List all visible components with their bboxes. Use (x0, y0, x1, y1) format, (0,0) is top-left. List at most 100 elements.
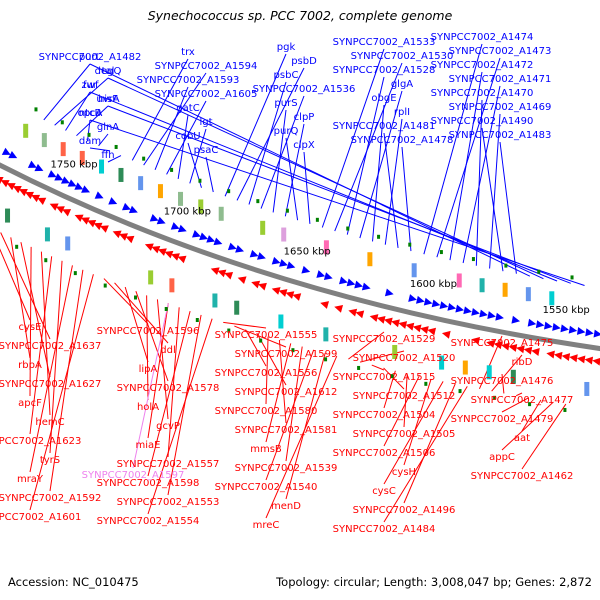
gene-leader-line (245, 329, 267, 367)
reverse-gene-arrow (592, 358, 600, 366)
reverse-gene-arrow (471, 336, 481, 345)
forward-gene-arrow (213, 237, 223, 246)
forward-gene-arrow (339, 276, 348, 285)
gene-label: appC (489, 452, 515, 463)
gene-label: SYNPCC7002_A1484 (333, 524, 436, 535)
forward-gene-arrow (128, 205, 138, 214)
forward-gene-arrow (192, 229, 201, 238)
cog-color-block-outer (198, 199, 204, 214)
gene-leader-line (383, 386, 468, 523)
gene-label: psbC (274, 70, 299, 81)
gene-label: pgk (277, 42, 296, 53)
marker-inner (44, 258, 48, 263)
gene-leader-line (43, 63, 91, 121)
marker-inner (164, 306, 168, 311)
forward-gene-arrow (108, 197, 118, 205)
gene-label: SYNPCC7002_A1473 (449, 46, 552, 57)
marker-inner (134, 295, 138, 300)
accession-text: Accession: NC_010475 (8, 575, 139, 589)
marker-outer (504, 263, 508, 268)
gene-label: holA (137, 402, 159, 413)
gene-leader-line (521, 403, 567, 470)
marker-inner (227, 328, 231, 333)
gene-label: lgt (199, 117, 212, 128)
gene-leader-line (384, 118, 403, 245)
cog-color-block-inner (486, 365, 492, 380)
reverse-gene-arrow (62, 209, 72, 217)
gene-label: SYNPCC7002_A1605 (155, 89, 258, 100)
genome-backbone (0, 162, 600, 352)
gene-leader-line (278, 339, 287, 424)
gene-label: opcA (78, 108, 103, 119)
gene-label: SYNPCC7002_A1512 (353, 391, 456, 402)
marker-outer (142, 156, 146, 161)
marker-inner (528, 402, 532, 407)
marker-inner (493, 395, 497, 400)
gene-leader-line (272, 109, 287, 213)
reverse-gene-arrow (25, 191, 34, 200)
gene-leader-line (334, 62, 403, 232)
forward-gene-arrow (544, 321, 553, 330)
cog-color-block-inner (510, 369, 516, 384)
gene-label: SYNPCC7002_A1496 (353, 505, 456, 516)
marker-outer (256, 199, 260, 204)
gene-leader-line (135, 291, 169, 382)
gene-leader-line (401, 146, 412, 252)
gene-leader-line (89, 147, 110, 152)
marker-outer (439, 250, 443, 255)
gene-leader-line (98, 133, 109, 147)
gene-label: SYNPCC7002_A1598 (97, 478, 200, 489)
forward-gene-arrow (568, 325, 578, 334)
genome-title: Synechococcus sp. PCC 7002, complete gen… (147, 8, 453, 23)
reverse-gene-arrow (87, 220, 97, 228)
reverse-gene-arrow (420, 326, 429, 334)
reverse-gene-arrow (576, 355, 586, 364)
gene-leader-line (403, 378, 432, 466)
cog-color-block-inner (439, 355, 445, 370)
gene-label: SYNPCC7002_A1475 (451, 338, 554, 349)
gene-label: gatC (176, 103, 199, 114)
reverse-gene-arrow (508, 344, 518, 352)
reverse-gene-arrow (405, 322, 415, 331)
gene-leader-line (475, 99, 483, 266)
gene-leader-line (449, 71, 483, 261)
gene-leader-line (54, 77, 109, 126)
reverse-gene-arrow (151, 245, 161, 254)
marker-outer (408, 242, 412, 247)
gene-label: SYNPCC7002_A1592 (0, 493, 101, 504)
gene-leader-line (166, 100, 207, 175)
gene-label: SYNPCC7002_A1481 (333, 121, 436, 132)
reverse-gene-arrow (6, 183, 16, 191)
gene-leader-line (147, 303, 169, 439)
reverse-gene-arrow (144, 243, 154, 251)
forward-gene-arrow (156, 216, 166, 225)
gene-leader-line (49, 269, 84, 492)
gene-leader-line (371, 364, 385, 371)
cog-color-block-inner (584, 381, 590, 396)
reverse-gene-arrow (18, 189, 28, 197)
marker-inner (291, 348, 295, 353)
marker-outer (315, 217, 319, 222)
reverse-gene-arrow (334, 304, 344, 313)
marker-outer (198, 178, 202, 183)
gene-label: clpP (294, 112, 315, 123)
gene-leader-line (40, 251, 51, 416)
gene-label: SYNPCC7002_A1504 (333, 410, 436, 421)
gene-label: SYNPCC7002_A1462 (471, 471, 574, 482)
gene-label: SYNPCC7002_A1528 (333, 65, 436, 76)
gene-label: dam (79, 136, 101, 147)
reverse-gene-arrow (553, 351, 563, 360)
gene-label: cobU (175, 131, 200, 142)
reverse-gene-arrow (584, 356, 594, 365)
gene-leader-line (436, 57, 501, 258)
cog-color-block-outer (281, 227, 287, 242)
forward-gene-arrow (67, 179, 77, 187)
gene-leader-line (303, 151, 311, 224)
gene-label: SYNPCC7002_A1539 (235, 463, 338, 474)
gene-leader-line (372, 104, 385, 242)
marker-inner (15, 244, 19, 249)
cog-color-block-outer (60, 142, 66, 157)
forward-gene-arrow (487, 311, 496, 320)
gene-leader-line (321, 48, 385, 228)
forward-gene-arrow (431, 299, 441, 308)
